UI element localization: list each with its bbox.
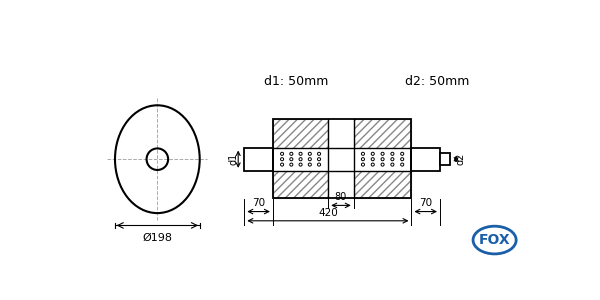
Text: FOX: FOX <box>479 233 511 247</box>
Text: d2: d2 <box>456 153 466 165</box>
Bar <box>273 148 412 171</box>
Bar <box>440 153 450 165</box>
Text: 70: 70 <box>252 199 265 208</box>
Text: 420: 420 <box>318 208 338 218</box>
Text: d1: d1 <box>229 153 239 165</box>
Text: d1: 50mm: d1: 50mm <box>264 75 328 88</box>
Bar <box>273 119 328 198</box>
Bar <box>354 119 412 198</box>
Bar <box>412 148 440 171</box>
Bar <box>244 148 273 171</box>
Bar <box>328 119 354 198</box>
Text: Ø198: Ø198 <box>142 232 172 242</box>
Text: 80: 80 <box>335 192 347 202</box>
Text: d2: 50mm: d2: 50mm <box>404 75 469 88</box>
Bar <box>273 119 412 198</box>
Text: 70: 70 <box>419 199 432 208</box>
